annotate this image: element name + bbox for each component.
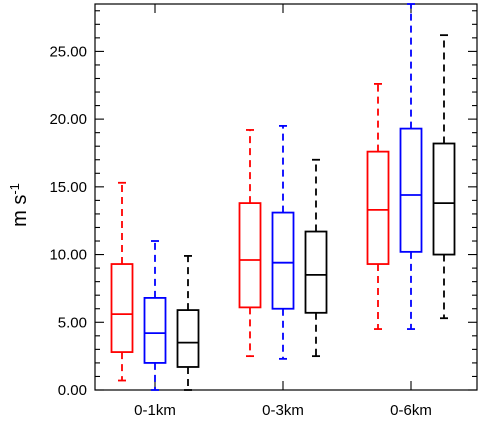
box-0-3km-series-3: [304, 158, 328, 358]
box-iqr: [176, 309, 200, 368]
box-iqr: [304, 230, 328, 314]
y-axis-label: m s-1: [7, 183, 32, 227]
box-0-1km-series-1: [110, 181, 134, 382]
box-iqr: [432, 142, 456, 256]
box-0-1km-series-2: [143, 240, 167, 391]
box-series-group: [110, 3, 456, 391]
y-tick-label: 0.00: [58, 382, 87, 399]
y-axis-label-exponent: -1: [7, 183, 22, 195]
box-0-1km-series-3: [176, 255, 200, 391]
box-0-3km-series-1: [238, 129, 262, 358]
box-iqr: [238, 202, 262, 309]
y-axis-label-base: m s: [9, 195, 31, 227]
box-iqr: [399, 127, 423, 253]
box-iqr: [110, 263, 134, 353]
box-0-6km-series-2: [399, 3, 423, 330]
axis-ticks: 0.00 5.00 10.00 15.00 20.00 25.00 0-1km 0-3km 0-…: [49, 4, 477, 419]
box-0-3km-series-2: [271, 124, 295, 360]
box-0-6km-series-3: [432, 34, 456, 320]
y-tick-label: 20.00: [49, 111, 87, 128]
y-tick-label: 10.00: [49, 247, 87, 264]
x-tick-label: 0-3km: [262, 402, 304, 419]
box-0-6km-series-1: [366, 83, 390, 330]
box-iqr: [366, 150, 390, 265]
box-iqr: [271, 211, 295, 310]
y-tick-label: 15.00: [49, 179, 87, 196]
plot-frame: [94, 3, 478, 391]
box-iqr: [143, 297, 167, 364]
x-tick-label: 0-1km: [134, 402, 176, 419]
x-tick-label: 0-6km: [390, 402, 432, 419]
y-tick-label: 5.00: [58, 314, 87, 331]
y-tick-label: 25.00: [49, 43, 87, 60]
